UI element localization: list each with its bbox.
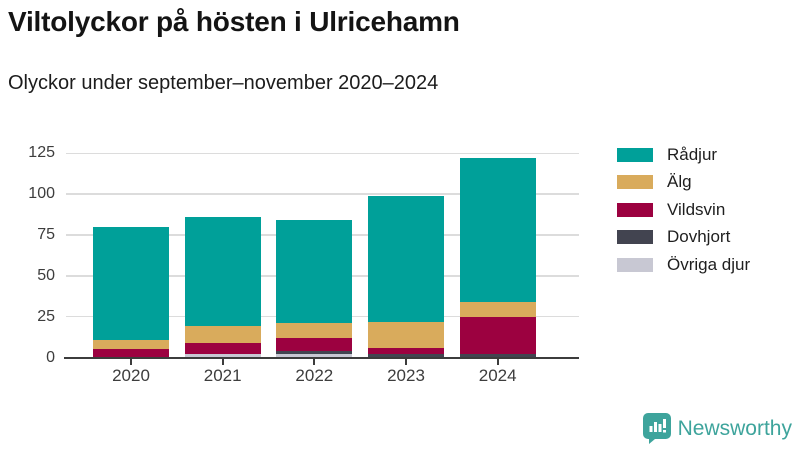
bar-segment [276,220,353,324]
y-axis-label: 50 [37,266,55,284]
legend-label: Rådjur [667,144,718,164]
legend-swatch [617,230,653,244]
bar-segment [368,347,444,355]
y-axis-label: 0 [46,348,55,366]
bar-segment [276,354,353,358]
bar-segment [368,195,444,322]
newsworthy-icon [642,413,671,444]
bar-segment [459,354,536,358]
x-axis-label: 2020 [112,366,150,385]
x-axis-tick [130,359,132,365]
bar-2020 [93,226,169,358]
y-axis-label: 25 [37,307,55,325]
brand-logo: Newsworthy [642,413,792,444]
x-axis-tick [405,359,407,365]
legend-label: Vildsvin [667,199,726,219]
gridline [66,193,579,195]
chart-legend: Rådjur Älg Vildsvin Dovhjort Övriga djur [617,144,751,285]
y-axis-label: 100 [28,185,55,203]
bar-segment [184,326,261,343]
bar-2023 [368,195,444,358]
bar-segment [459,316,536,355]
brand-name: Newsworthy [677,416,792,440]
y-axis-label: 125 [28,144,55,162]
x-axis-tick [221,359,224,365]
x-axis-tick [496,359,499,365]
bar-segment [184,342,261,355]
bar-2021 [184,216,261,358]
bar-segment [93,226,169,340]
legend-swatch [617,147,653,162]
bar-segment [276,350,353,355]
legend-item: Älg [617,172,750,191]
bar-segment [276,337,353,351]
bar-segment [93,349,169,358]
legend-swatch [617,257,653,272]
x-axis-label: 2021 [203,366,242,385]
bar-segment [459,158,536,302]
legend-label: Dovhjort [667,227,731,246]
legend-item: Rådjur [617,144,750,164]
x-axis-tick [313,359,316,365]
x-axis-label: 2022 [295,366,334,385]
x-axis-label: 2024 [478,366,517,385]
page-title: Viltolyckor på hösten i Ulricehamn [8,6,460,37]
legend-swatch [617,175,653,189]
gridline [66,152,579,154]
legend-label: Övriga djur [667,254,751,274]
x-axis-label: 2023 [387,366,425,385]
legend-item: Övriga djur [617,254,751,274]
bar-segment [93,339,169,350]
legend-swatch [617,202,653,217]
x-axis-line [64,356,579,359]
legend-item: Vildsvin [617,199,750,219]
legend-label: Älg [667,172,692,191]
bar-segment [184,354,261,358]
chart-subtitle: Olyckor under september–november 2020–20… [8,72,439,94]
bar-2022 [276,220,353,358]
bar-segment [368,354,444,358]
bar-segment [184,216,261,327]
bar-2024 [459,158,536,358]
bar-segment [368,321,444,348]
bar-segment [276,323,353,338]
bar-segment [459,301,536,317]
y-axis-label: 75 [37,225,55,243]
legend-item: Dovhjort [617,227,750,246]
